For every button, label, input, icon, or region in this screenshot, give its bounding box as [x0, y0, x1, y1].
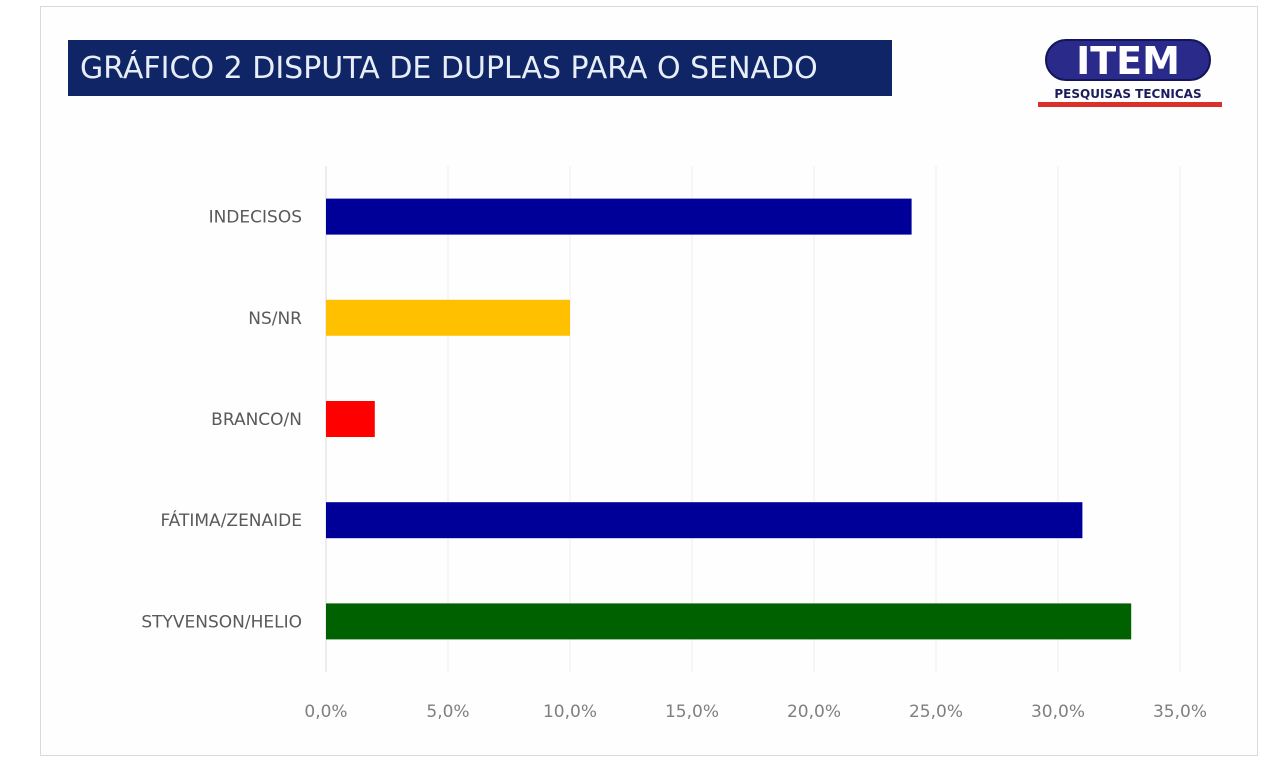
logo-underline [1038, 102, 1222, 107]
x-tick-label: 25,0% [909, 702, 963, 722]
bars [326, 198, 1132, 640]
x-tick-label: 35,0% [1153, 702, 1207, 722]
logo-brand: ITEM [1076, 39, 1180, 83]
category-labels: INDECISOS NS/NR BRANCO/N FÁTIMA/ZENAIDE STYV… [141, 208, 302, 633]
category-label: NS/NR [248, 309, 302, 329]
bar [326, 603, 1132, 640]
chart-title: GRÁFICO 2 DISPUTA DE DUPLAS PARA O SENAD… [80, 50, 818, 86]
x-tick-label: 10,0% [543, 702, 597, 722]
category-label: STYVENSON/HELIO [141, 612, 302, 632]
x-tick-label: 15,0% [665, 702, 719, 722]
bar [326, 401, 375, 437]
bar [326, 502, 1083, 539]
chart-title-banner: GRÁFICO 2 DISPUTA DE DUPLAS PARA O SENAD… [68, 40, 892, 96]
x-tick-label: 30,0% [1031, 702, 1085, 722]
item-logo: ITEM PESQUISAS TECNICAS [1038, 39, 1222, 107]
bar [326, 198, 912, 235]
category-label: BRANCO/N [211, 410, 302, 430]
category-label: INDECISOS [209, 208, 302, 228]
x-tick-labels: 0,0% 5,0% 10,0% 15,0% 20,0% 25,0% 30,0% 35,0% [304, 702, 1207, 722]
x-tick-label: 0,0% [304, 702, 347, 722]
logo-tagline: PESQUISAS TECNICAS [1054, 87, 1201, 101]
x-tick-label: 5,0% [426, 702, 469, 722]
logo-pill [1045, 39, 1211, 81]
x-tick-label: 20,0% [787, 702, 841, 722]
gridlines [325, 166, 1181, 672]
category-label: FÁTIMA/ZENAIDE [160, 509, 302, 531]
bar [326, 299, 570, 336]
